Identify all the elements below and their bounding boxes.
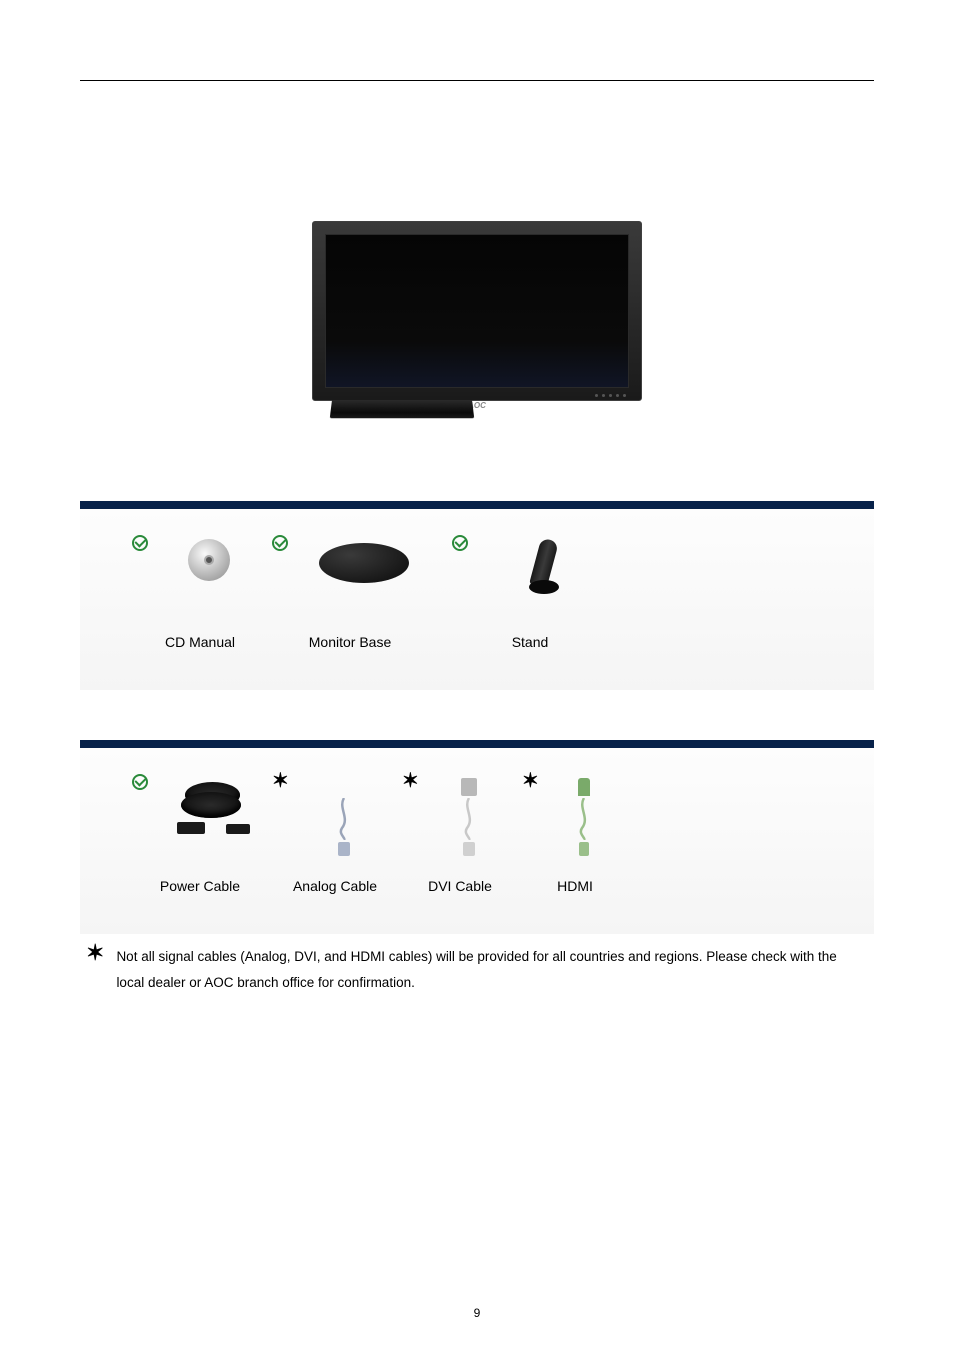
item-label: Analog Cable (293, 878, 377, 894)
accessories-row-1: CD Manual Monitor Base Stand (80, 501, 874, 690)
item-hdmi-cable: ✶ HDMI (520, 778, 630, 894)
check-icon (452, 535, 468, 553)
item-cd-manual: CD Manual (130, 539, 270, 650)
star-icon: ✶ (402, 774, 419, 788)
page-number: 9 (474, 1306, 481, 1320)
star-icon: ✶ (86, 944, 104, 962)
item-label: Power Cable (160, 878, 240, 894)
check-icon (132, 535, 148, 553)
item-label: CD Manual (165, 634, 235, 650)
item-label: Monitor Base (309, 634, 391, 650)
item-monitor-base: Monitor Base (270, 539, 430, 650)
item-dvi-cable: ✶ DVI Cable (400, 778, 520, 894)
footnote-text: Not all signal cables (Analog, DVI, and … (116, 944, 854, 995)
item-label: HDMI (557, 878, 593, 894)
item-label: DVI Cable (428, 878, 492, 894)
item-analog-cable: ✶ Analog Cable (270, 778, 400, 894)
item-power-cable: Power Cable (130, 778, 270, 894)
check-icon (132, 774, 148, 792)
item-label: Stand (512, 634, 549, 650)
item-stand: Stand (450, 539, 610, 650)
check-icon (272, 535, 288, 553)
star-icon: ✶ (522, 774, 539, 788)
star-icon: ✶ (272, 774, 289, 788)
accessories-row-2: Power Cable ✶ Analog Cable ✶ (80, 740, 874, 934)
footnote: ✶ Not all signal cables (Analog, DVI, an… (80, 944, 874, 995)
monitor-figure: AOC (80, 221, 874, 421)
header-rule (80, 80, 874, 81)
